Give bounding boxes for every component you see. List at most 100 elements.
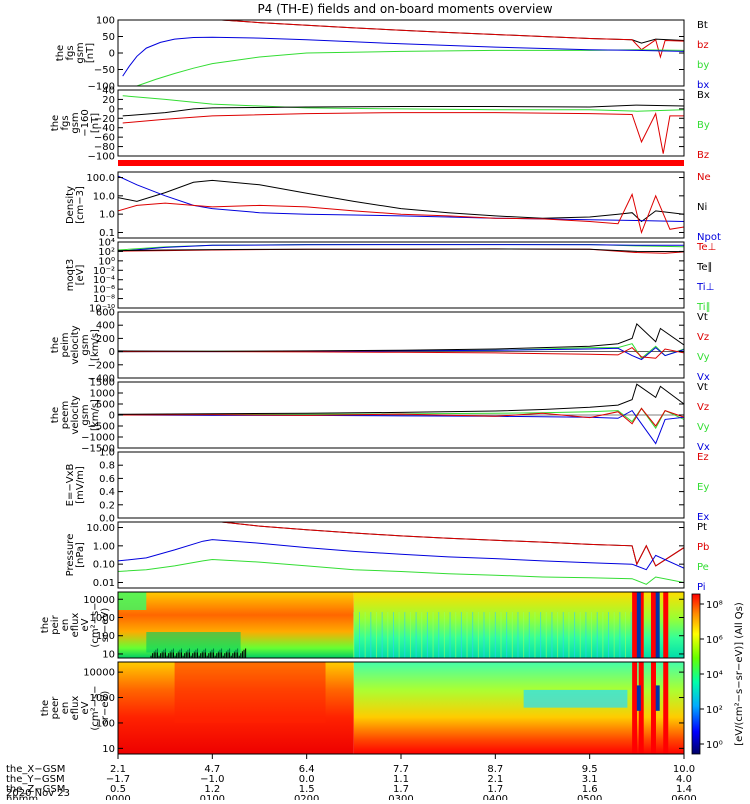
series-Ni bbox=[118, 179, 684, 223]
x-tick-label: 0600 bbox=[671, 794, 696, 800]
legend-entry: Ti∥ bbox=[696, 302, 711, 313]
x-tick-label: 1.6 bbox=[582, 784, 598, 795]
y-tick-label: 10000 bbox=[83, 668, 115, 679]
y-tick-label: 10⁰ bbox=[98, 256, 115, 267]
legend-entry: Npot bbox=[697, 232, 721, 243]
legend-entry: Ti⊥ bbox=[696, 282, 714, 293]
y-tick-label: −20 bbox=[94, 114, 115, 125]
legend-entry: Vt bbox=[697, 312, 708, 323]
y-tick-label: 0 bbox=[109, 347, 115, 358]
y-axis-label: [nT] bbox=[85, 43, 96, 63]
colorbar-tick: 10⁰ bbox=[706, 740, 723, 751]
legend-entry: Bt bbox=[697, 20, 708, 31]
legend-entry: Te∥ bbox=[696, 262, 713, 273]
series-Vz bbox=[118, 407, 684, 427]
panel-frame bbox=[117, 311, 685, 379]
y-tick-label: 0.01 bbox=[93, 578, 115, 589]
y-axis-label: E=−VxB bbox=[65, 464, 76, 507]
y-axis-label: gsm bbox=[80, 334, 91, 355]
x-tick-label: 0.5 bbox=[110, 784, 126, 795]
y-axis-label: [nPa] bbox=[75, 542, 86, 568]
y-tick-label: 0 bbox=[109, 104, 115, 115]
x-tick-label: 0200 bbox=[294, 794, 319, 800]
x-axis-labels: the_X−GSM 2.1 4.7 6.4 7.7 8.7 9.5 10.0 the_Y−GSM… bbox=[6, 754, 697, 804]
y-tick-label: −80 bbox=[94, 142, 115, 153]
y-tick-label: 100 bbox=[96, 631, 115, 642]
panel-frame bbox=[117, 171, 685, 239]
y-tick-label: 1000 bbox=[90, 389, 115, 400]
series-Vy bbox=[118, 407, 684, 430]
y-tick-label: 10⁻² bbox=[93, 266, 115, 277]
y-axis-label: peir bbox=[50, 614, 61, 634]
x-tick-label: 0500 bbox=[577, 794, 602, 800]
series-Pe bbox=[118, 558, 684, 585]
y-tick-label: 10 bbox=[102, 649, 115, 660]
series-Npot bbox=[118, 175, 684, 222]
series-Bx bbox=[122, 104, 684, 117]
legend-entry: bz bbox=[697, 40, 709, 51]
y-axis-label: [km/s] bbox=[90, 399, 101, 431]
y-tick-label: 0.1 bbox=[99, 228, 115, 239]
legend-entry: Pt bbox=[697, 522, 707, 533]
y-tick-label: 10⁻⁸ bbox=[93, 294, 115, 305]
y-tick-label: 0.10 bbox=[93, 560, 115, 571]
spectrogram-peir_spectrogram bbox=[118, 592, 684, 658]
colorbar-tick: 10⁶ bbox=[706, 635, 723, 646]
y-tick-label: 10.0 bbox=[93, 191, 115, 202]
x-tick-label: 2.1 bbox=[110, 764, 126, 775]
y-axis-label: peem bbox=[60, 401, 71, 429]
x-tick-label: −1.7 bbox=[106, 774, 130, 785]
y-axis-label: −160 bbox=[80, 109, 91, 136]
series-bx bbox=[122, 36, 684, 77]
legend-entry: bx bbox=[697, 80, 709, 91]
panel-moments_density: 100.0 10.0 1.0 0.1 Density [cm−3] Ne Ni Npot bbox=[65, 171, 721, 243]
panel-peim_velocity: 600 400 200 0 −200 −400 the peim velocity gsm [km/… bbox=[50, 308, 710, 385]
colorbar-tick: 10² bbox=[706, 705, 723, 716]
y-axis-label: moqt3 bbox=[65, 259, 76, 292]
y-tick-label: 600 bbox=[96, 308, 115, 319]
y-axis-label: the bbox=[50, 407, 61, 423]
x-tick-label: 1.7 bbox=[393, 784, 409, 795]
y-axis-label: fgs bbox=[60, 115, 71, 130]
x-tick-label: 0000 bbox=[105, 794, 130, 800]
y-tick-label: 0.4 bbox=[99, 487, 115, 498]
y-axis-label: velocity bbox=[70, 395, 81, 434]
y-tick-label: 0 bbox=[109, 49, 115, 60]
legend-entry: Vz bbox=[697, 402, 709, 413]
x-tick-label: 1.1 bbox=[393, 774, 409, 785]
legend-entry: Pe bbox=[697, 562, 709, 573]
legend-entry: Ez bbox=[697, 452, 709, 463]
colorbar-ticks: 10⁸ 10⁶ 10⁴ 10² 10⁰ bbox=[700, 600, 723, 751]
y-tick-label: 100 bbox=[96, 16, 115, 27]
y-tick-label: 0.8 bbox=[99, 461, 115, 472]
y-tick-label: 1000 bbox=[90, 613, 115, 624]
y-tick-label: −50 bbox=[94, 65, 115, 76]
y-tick-label: 40 bbox=[102, 86, 115, 97]
quality-flag-bar bbox=[118, 160, 684, 166]
panel-fgs_gsm: 100 50 0 −50 −100 the fgs gsm [nT] Bt bz by bx bbox=[55, 16, 709, 93]
colorbar-label: [eV/(cm²−s−sr−eV)] (All Qs) bbox=[734, 602, 745, 746]
y-axis-label: velocity bbox=[70, 325, 81, 364]
y-axis-label: [cm−3] bbox=[75, 186, 86, 224]
y-tick-label: 10⁻¹⁰ bbox=[89, 304, 115, 315]
y-tick-label: −100 bbox=[88, 152, 115, 163]
panel-frame bbox=[117, 451, 685, 519]
x-row-label: the_Z−GSM bbox=[6, 784, 65, 795]
y-axis-label: (cm²−s− bbox=[90, 602, 101, 647]
x-tick-label: 10.0 bbox=[673, 764, 695, 775]
y-axis-label: gsm bbox=[80, 404, 91, 425]
series-Pb bbox=[221, 522, 684, 567]
legend-entry: Vt bbox=[697, 382, 708, 393]
y-axis-label: eV bbox=[80, 618, 91, 631]
y-axis-label: the bbox=[50, 115, 61, 131]
x-tick-label: 4.0 bbox=[676, 774, 692, 785]
series-Tb bbox=[118, 244, 684, 252]
y-tick-label: 20 bbox=[102, 95, 115, 106]
y-axis-label: the bbox=[40, 700, 51, 716]
y-axis-label: Density bbox=[65, 186, 76, 224]
